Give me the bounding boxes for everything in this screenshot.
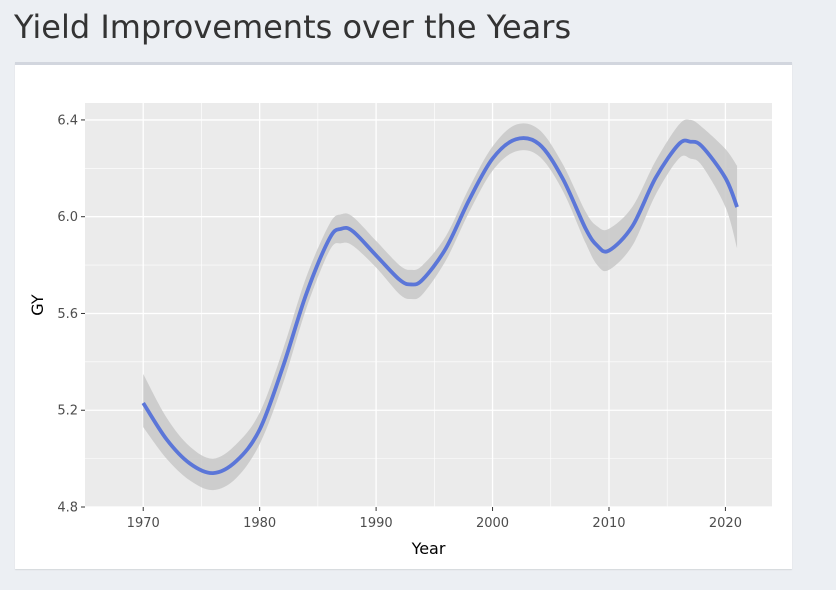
- line-point: [654, 176, 657, 179]
- line-point: [165, 438, 168, 441]
- y-tick-label: 6.0: [57, 210, 78, 225]
- line-point: [188, 462, 191, 465]
- line-point: [631, 225, 634, 228]
- line-point: [607, 249, 610, 252]
- line-point: [538, 143, 541, 146]
- line-point: [689, 140, 692, 143]
- line-point: [375, 254, 378, 257]
- line-point: [235, 460, 238, 463]
- x-tick-label: 1990: [360, 516, 393, 531]
- line-point: [398, 278, 401, 281]
- yield-chart: 1970 1980 1990 2000 2010 20204.85.25.66.06.4 …: [28, 103, 772, 558]
- x-tick-label: 1980: [243, 516, 276, 531]
- line-point: [514, 138, 517, 141]
- smoothed-yield-line: [141, 136, 739, 476]
- line-point: [305, 293, 308, 296]
- x-tick-label: 2000: [476, 516, 509, 531]
- y-tick-label: 4.8: [57, 501, 78, 516]
- x-axis-title: Year: [411, 539, 446, 558]
- y-axis-title: GY: [28, 294, 47, 316]
- page-title: Yield Improvements over the Years: [14, 8, 572, 46]
- line-point: [677, 143, 680, 146]
- x-tick-label: 1970: [127, 516, 160, 531]
- line-point: [281, 365, 284, 368]
- line-point: [410, 283, 413, 286]
- line-point: [351, 230, 354, 233]
- y-tick-label: 6.4: [57, 113, 78, 128]
- line-point: [724, 176, 727, 179]
- x-tick-label: 2010: [592, 516, 625, 531]
- line-point: [701, 145, 704, 148]
- line-point: [468, 198, 471, 201]
- line-point: [340, 227, 343, 230]
- line-point: [491, 157, 494, 160]
- x-tick-label: 2020: [709, 516, 742, 531]
- line-point: [736, 206, 739, 209]
- line-point: [596, 244, 599, 247]
- y-tick-label: 5.2: [57, 404, 78, 419]
- line-point: [328, 237, 331, 240]
- line-point: [444, 247, 447, 250]
- line-point: [212, 472, 215, 475]
- y-tick-label: 5.6: [57, 307, 78, 322]
- line-point: [561, 176, 564, 179]
- confidence-ribbon: [143, 119, 738, 491]
- line-point: [258, 428, 261, 431]
- line-point: [421, 278, 424, 281]
- axis-ticks: 1970 1980 1990 2000 2010 2020 4.8 5.2 5.6 6.0 6.4: [57, 113, 742, 531]
- chart-card: 1970 1980 1990 2000 2010 2020 4.8 5.2 5.6 6.0 6.4 …: [15, 62, 792, 569]
- line-point: [142, 401, 145, 404]
- line-point: [584, 227, 587, 230]
